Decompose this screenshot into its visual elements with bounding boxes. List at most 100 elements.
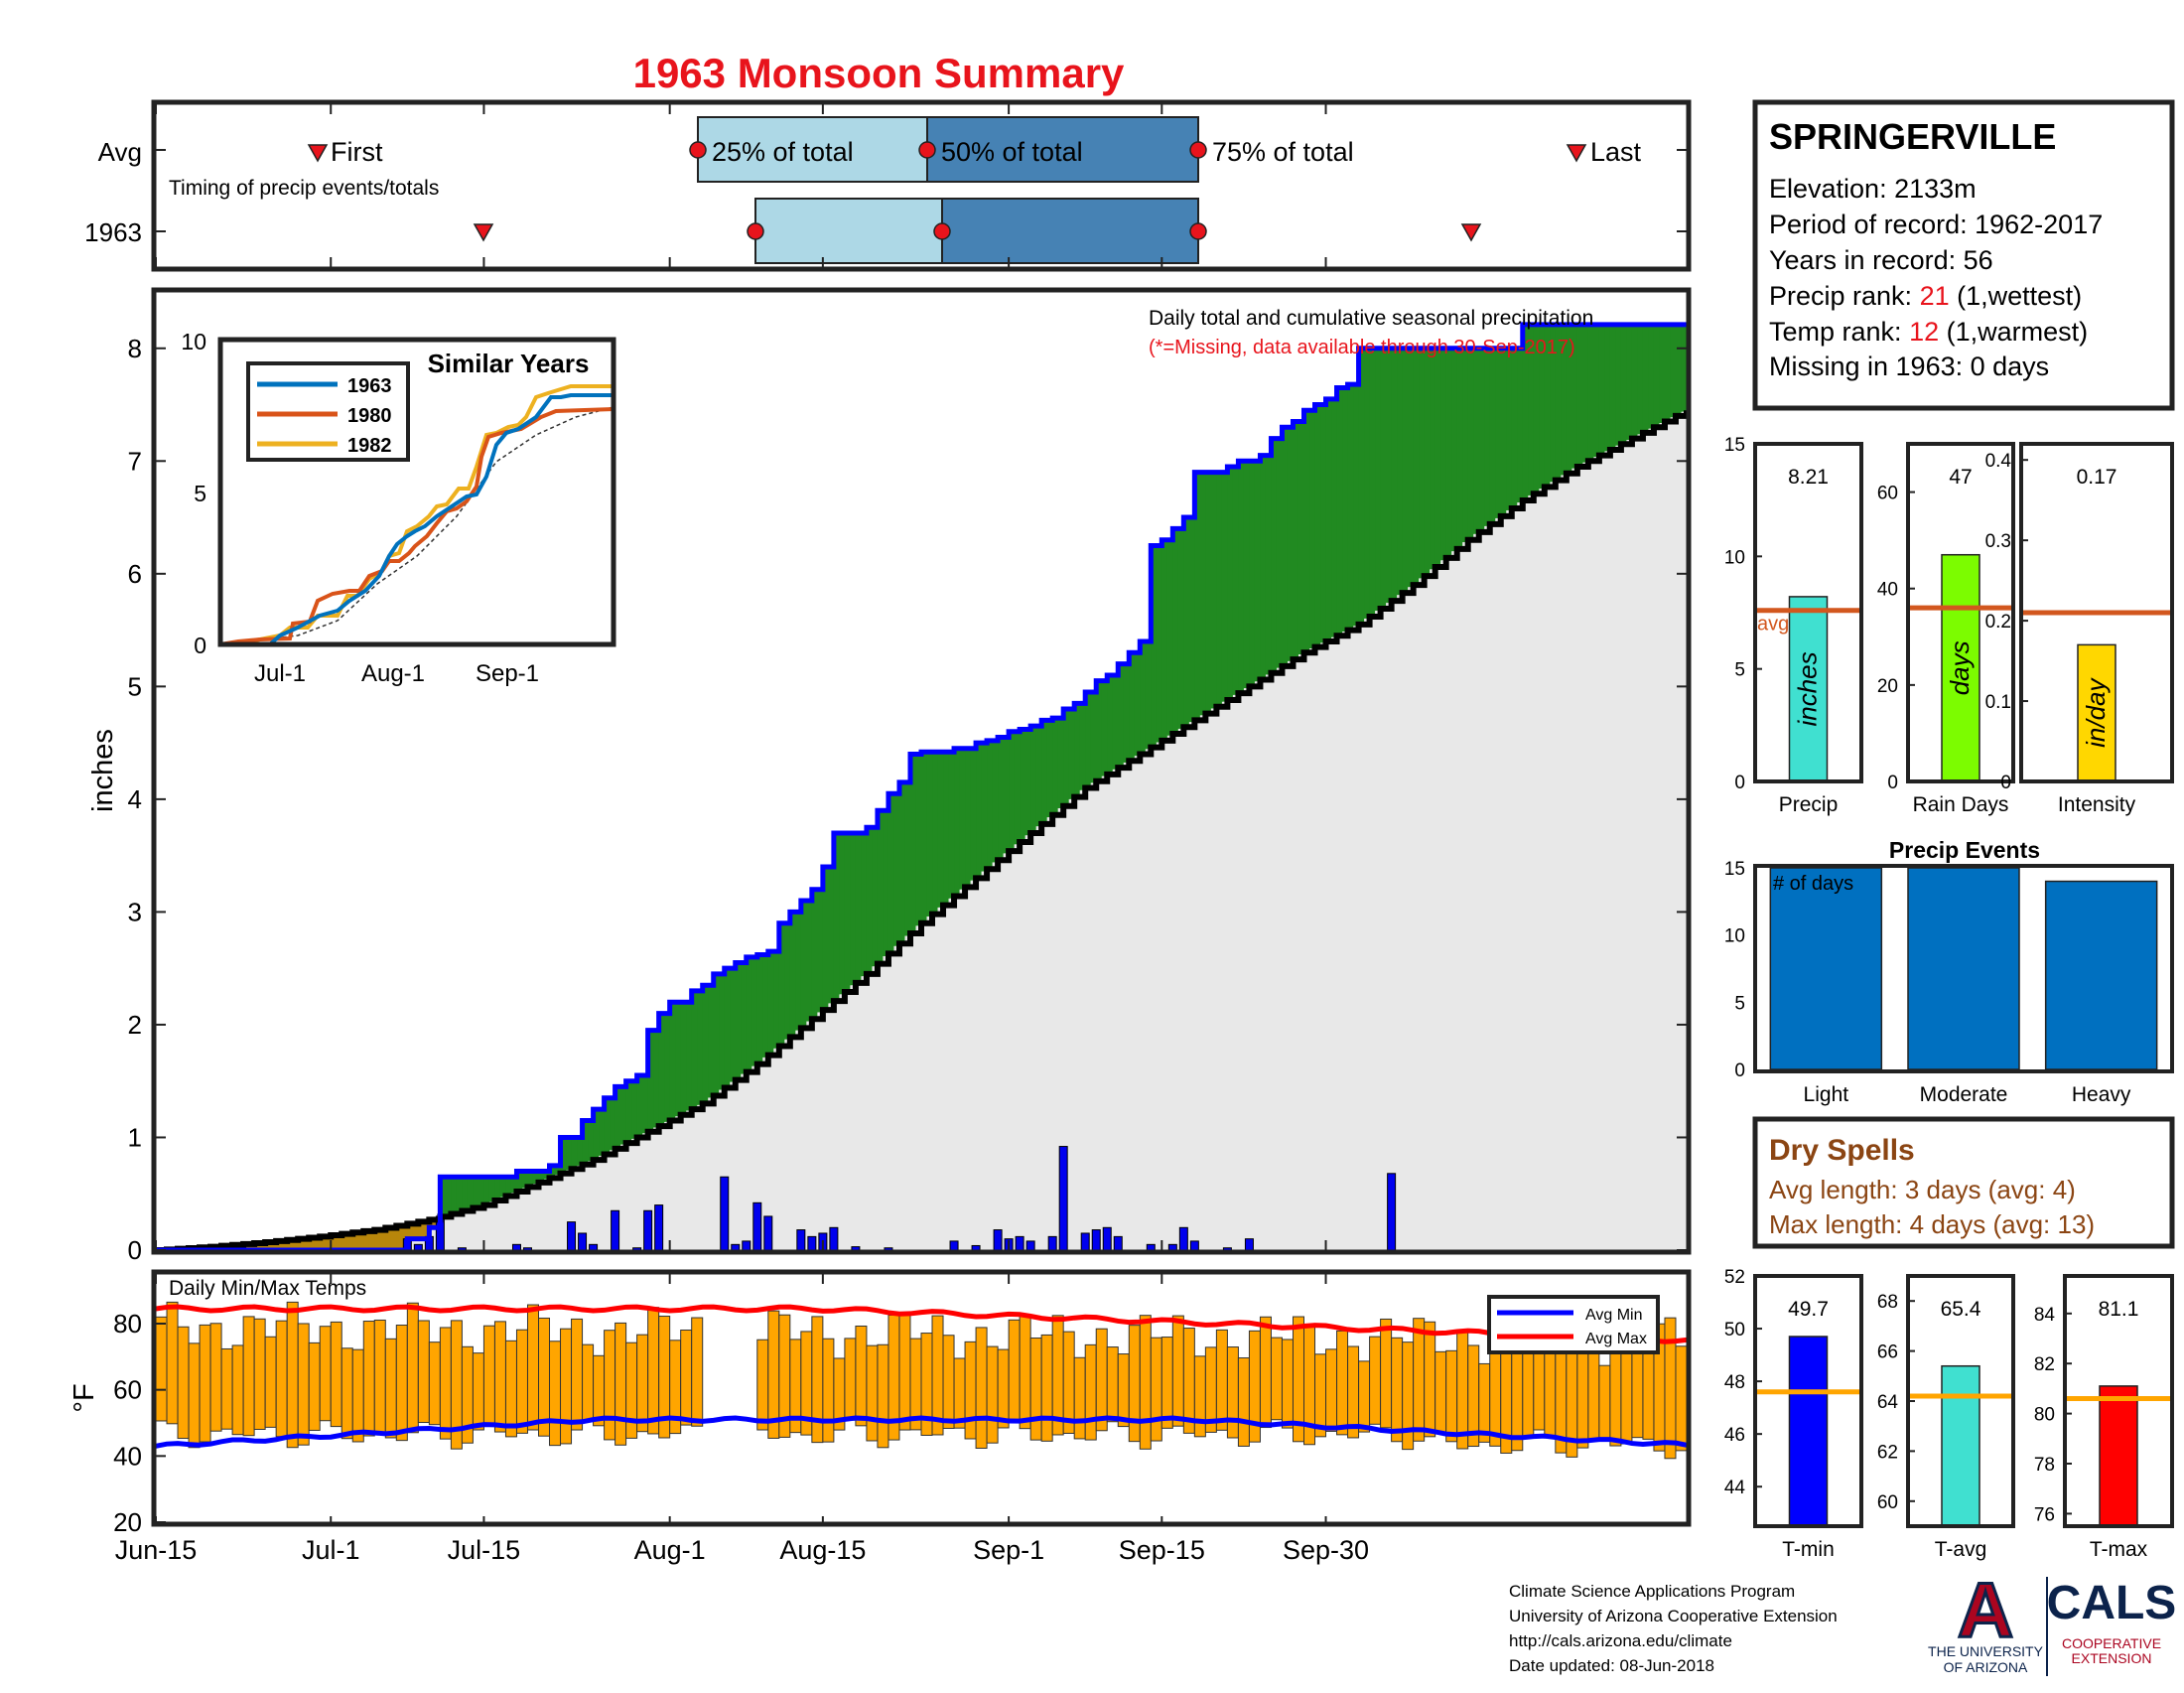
daily-temp-bar [407, 1303, 418, 1433]
surplus-fill-slice [1063, 709, 1069, 803]
cumulative-fill-slice [1462, 542, 1468, 1250]
daily-temp-bar [878, 1344, 888, 1448]
last-marker-1963 [1462, 224, 1480, 240]
cumulative-fill-slice [1654, 426, 1660, 1250]
daily-temp-bar [1151, 1338, 1161, 1441]
surplus-fill-slice [1129, 652, 1135, 759]
cumulative-fill-slice [1468, 538, 1474, 1250]
daily-temp-bar [1599, 1365, 1610, 1441]
surplus-fill-slice [1593, 325, 1599, 457]
cumulative-fill-slice [1337, 635, 1343, 1250]
temp-legend-max: Avg Max [1585, 1331, 1647, 1347]
daily-temp-bar [615, 1323, 626, 1445]
surplus-fill-slice [1085, 692, 1091, 786]
surplus-fill-slice [1255, 461, 1261, 681]
daily-temp-bar [276, 1321, 287, 1437]
daily-temp-bar [167, 1302, 178, 1423]
surplus-fill-slice [982, 743, 988, 871]
cumulative-fill-slice [976, 876, 982, 1250]
cumulative-fill-slice [736, 1078, 742, 1250]
cumulative-fill-slice [1282, 664, 1288, 1250]
surplus-fill-slice [1604, 325, 1610, 451]
surplus-fill-slice [751, 957, 757, 1066]
daily-temp-bar [254, 1319, 265, 1429]
cumulative-fill-slice [511, 1193, 517, 1250]
cumulative-fill-slice [1277, 668, 1283, 1250]
cumulative-fill-slice [883, 956, 888, 1250]
date-xtick-label: Jun-15 [115, 1535, 198, 1565]
surplus-fill-slice [839, 833, 845, 994]
surplus-fill-slice [468, 1177, 474, 1208]
cumulative-fill-slice [594, 1159, 600, 1250]
cumulative-fill-slice [1244, 688, 1250, 1250]
station-years: Years in record: 56 [1769, 245, 1993, 275]
timing-note: Timing of precip events/totals [169, 177, 439, 200]
cumulative-fill-slice [784, 1040, 790, 1250]
surplus-fill-slice [1298, 422, 1304, 654]
events-xtick-label: Moderate [1920, 1083, 2008, 1106]
cumulative-fill-slice [834, 999, 840, 1250]
surplus-fill-slice [1293, 422, 1298, 658]
cumulative-fill-slice [1408, 587, 1414, 1250]
surplus-fill-slice [904, 782, 910, 936]
main-ytick-label: 2 [128, 1010, 142, 1040]
cals-wordmark: CALS [2047, 1577, 2177, 1629]
daily-precip-bar [1114, 1236, 1122, 1250]
surplus-fill-slice [878, 810, 884, 961]
cumulative-fill-slice [1359, 623, 1365, 1250]
cumulative-fill-slice [1506, 510, 1512, 1250]
minichart-ytick-label: 78 [2034, 1455, 2055, 1476]
cumulative-fill-slice [839, 994, 845, 1250]
daily-temp-bar [1107, 1347, 1118, 1422]
cumulative-fill-slice [1501, 514, 1507, 1250]
daily-precip-bar [612, 1210, 619, 1250]
daily-temp-bar [473, 1353, 483, 1430]
main-ytick-label: 8 [128, 334, 142, 363]
cumulative-fill-slice [1216, 705, 1222, 1250]
cumulative-fill-slice [1041, 822, 1047, 1250]
cumulative-fill-slice [872, 966, 878, 1250]
surplus-fill-slice [1643, 325, 1649, 432]
daily-temp-bar [374, 1320, 385, 1433]
cumulative-fill-slice [1632, 437, 1638, 1250]
surplus-fill-slice [938, 752, 944, 908]
surplus-fill-slice [1599, 325, 1605, 454]
surplus-fill-slice [1451, 349, 1457, 551]
cumulative-fill-slice [1009, 849, 1015, 1250]
cumulative-fill-slice [1386, 603, 1392, 1250]
surplus-fill-slice [736, 963, 742, 1078]
surplus-fill-slice [1342, 388, 1348, 633]
station-elevation: Elevation: 2133m [1769, 174, 1977, 204]
minichart-ytick-label: 10 [1724, 547, 1745, 568]
minichart-ytick-label: 44 [1724, 1478, 1746, 1498]
cumulative-fill-slice [1676, 414, 1682, 1250]
events-title: Precip Events [1889, 837, 2040, 863]
surplus-fill-slice [631, 1081, 637, 1139]
cumulative-fill-slice [1375, 611, 1381, 1250]
temp-ytick-label: 40 [113, 1441, 142, 1471]
cumulative-fill-slice [457, 1211, 463, 1250]
surplus-fill-slice [1326, 399, 1332, 640]
surplus-fill-slice [1364, 349, 1370, 619]
surplus-fill-slice [708, 985, 714, 1097]
surplus-fill-slice [620, 1086, 626, 1144]
cumulative-fill-slice [998, 858, 1004, 1250]
p75-label: 75% of total [1212, 137, 1354, 167]
surplus-fill-slice [899, 782, 905, 941]
cumulative-fill-slice [1047, 817, 1053, 1250]
surplus-fill-slice [626, 1081, 632, 1142]
cals-logo: CALS COOPERATIVE EXTENSION [2047, 1577, 2177, 1666]
surplus-fill-slice [1113, 675, 1119, 770]
surplus-fill-slice [1457, 349, 1463, 547]
surplus-fill-slice [1282, 427, 1288, 664]
surplus-fill-slice [681, 1002, 687, 1113]
surplus-fill-slice [1233, 467, 1239, 695]
surplus-fill-slice [725, 968, 731, 1085]
minichart-avg-text: avg [1757, 614, 1789, 635]
main-ytick-label: 0 [128, 1235, 142, 1265]
surplus-fill-slice [1074, 703, 1080, 794]
surplus-fill-slice [1577, 325, 1583, 466]
